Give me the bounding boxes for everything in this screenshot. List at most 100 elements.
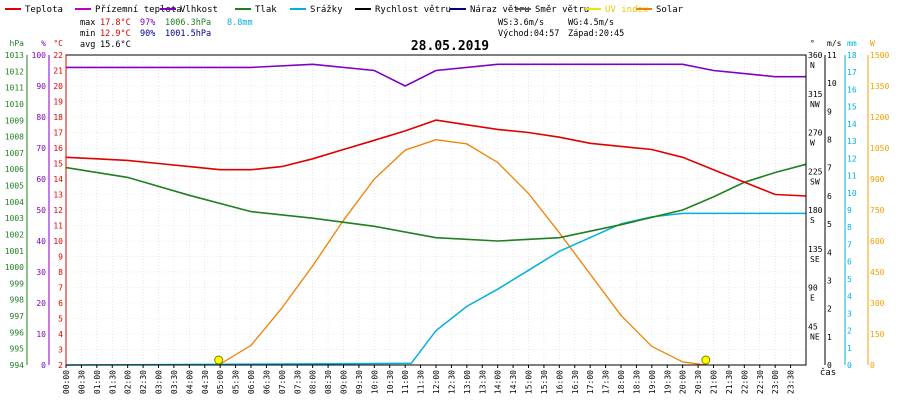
axis-degc-tick: 22 xyxy=(53,51,63,60)
axis-degc-tick: 11 xyxy=(53,222,63,231)
stat-min-temp: 12.9°C xyxy=(100,29,131,39)
x-tick-label: 00:00 xyxy=(62,370,71,394)
x-tick-label: 17:00 xyxy=(586,370,595,394)
axis-mm-tick: 14 xyxy=(847,120,857,129)
axis-deg-tick: 180 xyxy=(808,206,823,215)
x-tick-label: 20:30 xyxy=(694,370,703,394)
y-axes: 9949959969979989991000100110021003100410… xyxy=(5,39,890,370)
axis-hpa-tick: 1002 xyxy=(5,230,24,239)
axis-degc-tick: 20 xyxy=(53,82,63,91)
axis-hpa-tick: 1010 xyxy=(5,100,24,109)
axis-mm-tick: 12 xyxy=(847,154,857,163)
axis-mm-tick: 2 xyxy=(847,327,852,336)
axis-mm-tick: 18 xyxy=(847,51,857,60)
axis-degc-tick: 17 xyxy=(53,129,63,138)
axis-dir-label: NW xyxy=(810,100,820,109)
axis-pct-tick: 90 xyxy=(36,82,46,91)
legend-label: Solar xyxy=(656,5,684,15)
axis-hpa-tick: 1004 xyxy=(5,198,24,207)
x-tick-label: 15:00 xyxy=(525,370,534,394)
x-tick-label: 04:30 xyxy=(201,370,210,394)
axis-degc-tick: 14 xyxy=(53,175,63,184)
axis-hpa-tick: 996 xyxy=(10,328,25,337)
axis-deg-tick: 315 xyxy=(808,90,823,99)
axis-mm-tick: 10 xyxy=(847,189,857,198)
axis-ms-tick: 2 xyxy=(827,305,832,314)
axis-mm-unit: mm xyxy=(847,39,857,48)
x-tick-label: 21:30 xyxy=(725,370,734,394)
axis-ms-tick: 6 xyxy=(827,192,832,201)
axis-hpa-tick: 995 xyxy=(10,345,25,354)
axis-degc-tick: 4 xyxy=(58,330,63,339)
series-pressure xyxy=(65,163,807,242)
x-tick-label: 23:00 xyxy=(771,370,780,394)
x-tick-label: 03:30 xyxy=(170,370,179,394)
axis-ms-tick: 9 xyxy=(827,107,832,116)
axis-wm2-tick: 150 xyxy=(870,330,885,339)
x-tick-label: 00:30 xyxy=(77,370,86,394)
axis-wm2-tick: 1350 xyxy=(870,82,889,91)
stat-rain: 8.8mm xyxy=(227,18,253,28)
axis-mm-tick: 0 xyxy=(847,361,852,370)
x-tick-label: 04:00 xyxy=(185,370,194,394)
x-tick-label: 14:00 xyxy=(494,370,503,394)
x-axis: 00:00 00:30 01:00 01:30 02:00 02:30 03:00 03:30… xyxy=(62,365,836,394)
axis-degc-tick: 3 xyxy=(58,346,63,355)
legend-label: Přízemní teplota xyxy=(95,5,182,15)
axis-hpa-tick: 998 xyxy=(10,296,25,305)
axis-ms-tick: 11 xyxy=(827,51,837,60)
axis-degc-tick: 2 xyxy=(58,361,63,370)
axis-hpa-tick: 1005 xyxy=(5,182,24,191)
axis-degc-tick: 21 xyxy=(53,67,63,76)
x-tick-label: 13:00 xyxy=(463,370,472,394)
x-tick-label: 02:00 xyxy=(124,370,133,394)
axis-hpa-tick: 994 xyxy=(10,361,25,370)
x-tick-label: 22:30 xyxy=(756,370,765,394)
axis-hpa-tick: 1003 xyxy=(5,214,24,223)
x-tick-label: 09:30 xyxy=(355,370,364,394)
axis-hpa-tick: 1006 xyxy=(5,165,24,174)
stat-avg-temp: 15.6°C xyxy=(100,40,131,50)
axis-degc-tick: 19 xyxy=(53,98,63,107)
axis-ms-tick: 3 xyxy=(827,276,832,285)
axis-wm2-tick: 450 xyxy=(870,268,885,277)
axis-mm-tick: 11 xyxy=(847,172,857,181)
axis-dir-label: N xyxy=(810,61,815,70)
axis-deg-tick: 225 xyxy=(808,167,823,176)
x-tick-label: 08:00 xyxy=(309,370,318,394)
x-tick-label: 01:30 xyxy=(108,370,117,394)
series-rain xyxy=(65,212,806,366)
x-tick-label: 12:00 xyxy=(432,370,441,394)
axis-ms-tick: 7 xyxy=(827,164,832,173)
x-tick-label: 17:30 xyxy=(602,370,611,394)
x-tick-label: 08:30 xyxy=(324,370,333,394)
wind-ws: WS:3.6m/s xyxy=(498,18,544,28)
axis-hpa-unit: hPa xyxy=(10,39,25,48)
x-tick-label: 13:30 xyxy=(478,370,487,394)
sunrise: Východ:04:57 xyxy=(498,29,559,39)
sunrise-marker xyxy=(214,355,224,365)
x-tick-label: 07:00 xyxy=(278,370,287,394)
axis-degc-tick: 18 xyxy=(53,113,63,122)
axis-ms-tick: 0 xyxy=(827,361,832,370)
axis-mm-tick: 4 xyxy=(847,292,852,301)
axis-hpa-tick: 997 xyxy=(10,312,25,321)
x-tick-label: 01:00 xyxy=(93,370,102,394)
axis-deg-unit: ° xyxy=(810,39,815,48)
x-tick-label: 15:30 xyxy=(540,370,549,394)
series-solar xyxy=(218,139,706,366)
axis-degc-tick: 5 xyxy=(58,315,63,324)
axis-ms-unit: m/s xyxy=(827,39,842,48)
series-temperature xyxy=(65,119,807,197)
x-tick-label: 11:00 xyxy=(401,370,410,394)
x-tick-label: 09:00 xyxy=(340,370,349,394)
axis-hpa-tick: 1001 xyxy=(5,247,24,256)
axis-hpa-tick: 1011 xyxy=(5,84,24,93)
axis-pct-tick: 40 xyxy=(36,237,46,246)
axis-pct-tick: 60 xyxy=(36,175,46,184)
stat-min-label: min xyxy=(80,29,95,39)
axis-pct-tick: 20 xyxy=(36,299,46,308)
axis-degc-tick: 10 xyxy=(53,237,63,246)
stat-min-press: 1001.5hPa xyxy=(165,29,211,39)
